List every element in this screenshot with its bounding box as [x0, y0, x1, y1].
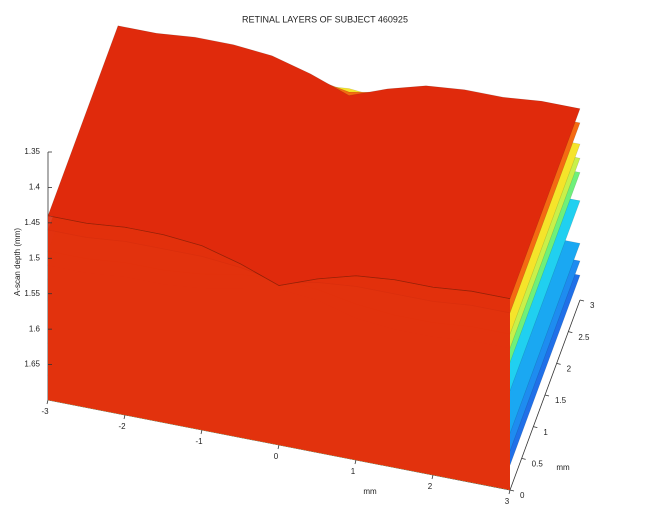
- x-tick-label: 2: [428, 482, 433, 491]
- x-tick: [431, 474, 434, 480]
- z-tick-label: 1.55: [24, 289, 40, 298]
- x-axis-label: mm: [363, 487, 377, 496]
- z-tick-label: 1.35: [24, 147, 40, 156]
- y-tick-label: 2.5: [578, 333, 590, 342]
- y-tick-label: 3: [590, 301, 595, 310]
- y-tick: [533, 426, 538, 429]
- y-tick-label: 1.5: [555, 396, 567, 405]
- x-tick-label: -2: [118, 422, 126, 431]
- x-tick: [277, 444, 280, 450]
- y-tick: [544, 394, 550, 397]
- x-tick: [508, 489, 511, 495]
- x-tick: [354, 459, 357, 465]
- y-tick: [579, 299, 585, 302]
- x-tick: [46, 399, 49, 405]
- x-tick-label: 1: [351, 467, 356, 476]
- layer-side: [48, 215, 510, 490]
- z-tick-label: 1.65: [24, 360, 40, 369]
- x-tick: [200, 429, 203, 435]
- x-tick-label: -3: [41, 407, 49, 416]
- x-tick: [123, 414, 126, 420]
- y-tick: [509, 489, 515, 492]
- z-axis-label: A-scan depth (mm): [13, 228, 22, 296]
- z-tick-label: 1.45: [24, 218, 40, 227]
- chart-title: RETINAL LAYERS OF SUBJECT 460925: [242, 14, 408, 24]
- layer-surface: [47, 25, 581, 300]
- z-tick-label: 1.6: [29, 324, 41, 333]
- y-tick-label: 0.5: [532, 459, 544, 468]
- y-axis-label: mm: [556, 463, 570, 472]
- x-tick-label: -1: [195, 437, 203, 446]
- y-tick-label: 2: [567, 364, 572, 373]
- x-tick-label: 3: [505, 497, 510, 506]
- plot: -3 -2 -1 0 1 2 3 0 0.5 1 1.5 2 2.5 3 1.35 1.4 1.45 1.5 1.5…: [24, 25, 595, 506]
- z-tick-label: 1.5: [29, 253, 41, 262]
- x-tick-label: 0: [274, 452, 279, 461]
- y-tick: [556, 362, 561, 365]
- z-tick-label: 1.4: [29, 183, 41, 192]
- layer-front-edge: [47, 215, 511, 300]
- y-tick-label: 0: [520, 491, 525, 500]
- y-tick-label: 1: [543, 428, 548, 437]
- y-tick: [521, 457, 526, 460]
- y-tick: [568, 331, 573, 334]
